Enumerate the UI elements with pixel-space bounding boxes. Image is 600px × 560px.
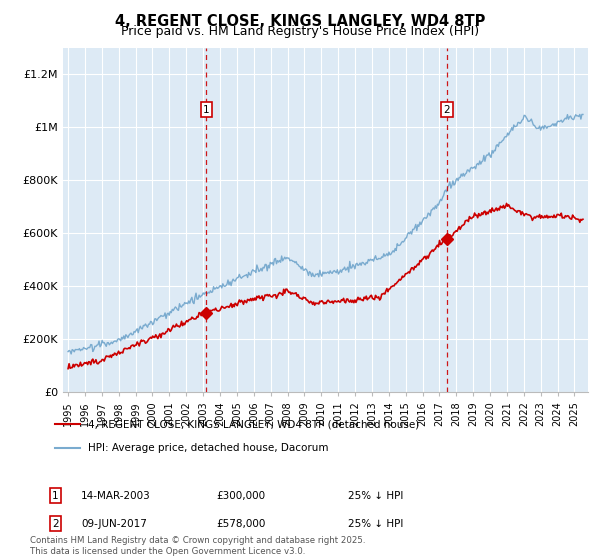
Text: 1: 1 [203, 105, 210, 115]
Text: 09-JUN-2017: 09-JUN-2017 [81, 519, 147, 529]
Text: £300,000: £300,000 [216, 491, 265, 501]
Text: 4, REGENT CLOSE, KINGS LANGLEY, WD4 8TP (detached house): 4, REGENT CLOSE, KINGS LANGLEY, WD4 8TP … [88, 419, 419, 429]
Text: HPI: Average price, detached house, Dacorum: HPI: Average price, detached house, Daco… [88, 443, 328, 453]
Text: 1: 1 [52, 491, 59, 501]
Text: 2: 2 [444, 105, 451, 115]
Text: £578,000: £578,000 [216, 519, 265, 529]
Text: 25% ↓ HPI: 25% ↓ HPI [348, 491, 403, 501]
Text: 2: 2 [52, 519, 59, 529]
Text: 14-MAR-2003: 14-MAR-2003 [81, 491, 151, 501]
Text: Contains HM Land Registry data © Crown copyright and database right 2025.
This d: Contains HM Land Registry data © Crown c… [30, 536, 365, 556]
Text: 4, REGENT CLOSE, KINGS LANGLEY, WD4 8TP: 4, REGENT CLOSE, KINGS LANGLEY, WD4 8TP [115, 14, 485, 29]
Text: Price paid vs. HM Land Registry's House Price Index (HPI): Price paid vs. HM Land Registry's House … [121, 25, 479, 38]
Text: 25% ↓ HPI: 25% ↓ HPI [348, 519, 403, 529]
